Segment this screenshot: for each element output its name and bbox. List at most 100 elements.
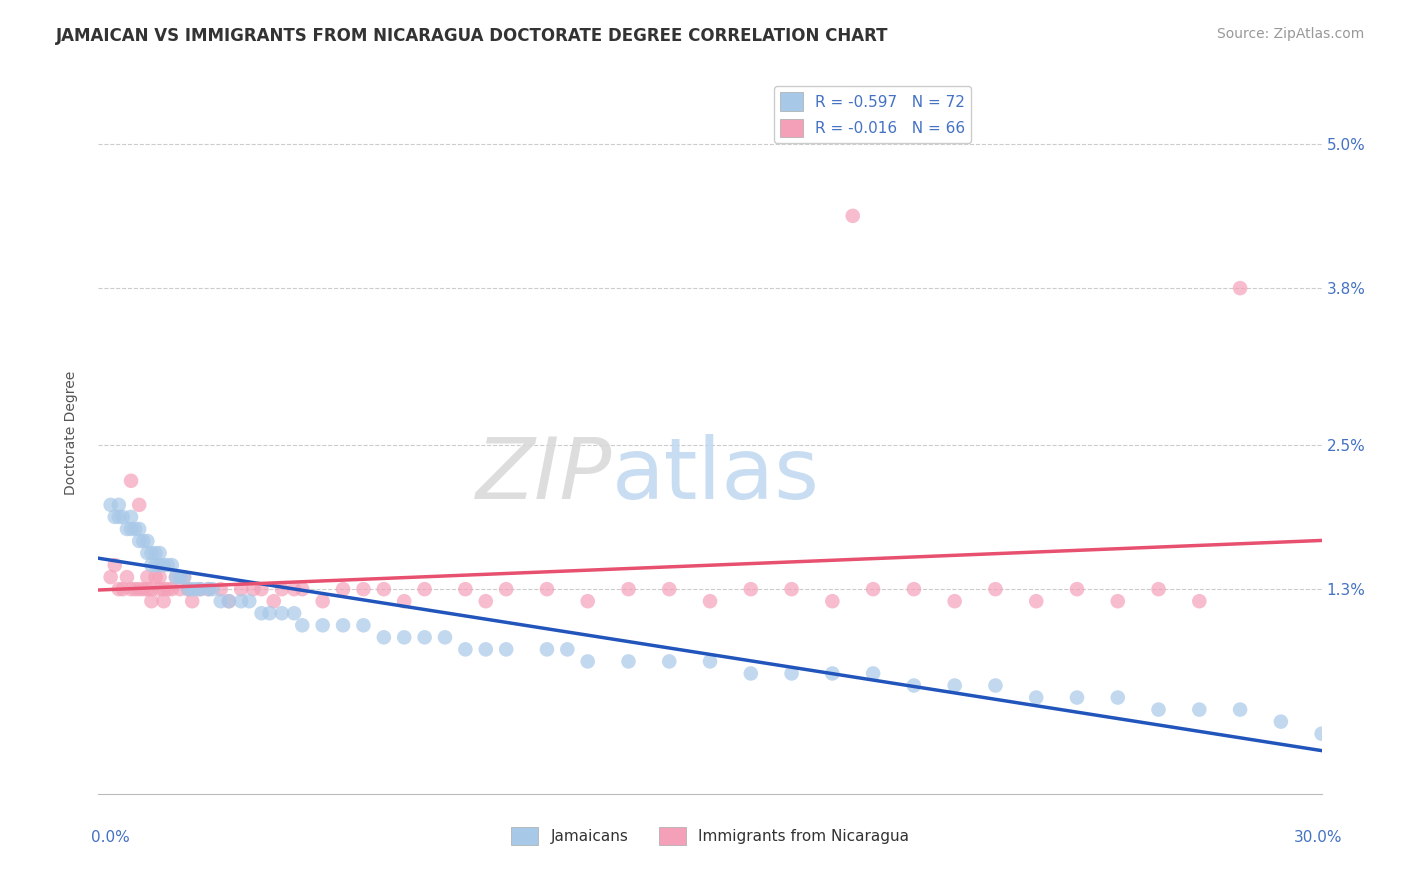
Point — [536, 642, 558, 657]
Point — [242, 582, 264, 596]
Point — [209, 594, 232, 608]
Point — [555, 642, 579, 657]
Text: Source: ZipAtlas.com: Source: ZipAtlas.com — [1216, 27, 1364, 41]
Point — [283, 607, 305, 621]
Point — [576, 594, 599, 608]
Point — [145, 546, 167, 560]
Point — [149, 546, 172, 560]
Point — [780, 666, 803, 681]
Point — [209, 582, 232, 596]
Point — [312, 594, 335, 608]
Point — [218, 594, 240, 608]
Point — [108, 498, 131, 512]
Point — [352, 618, 374, 632]
Point — [156, 558, 179, 573]
Point — [152, 558, 174, 573]
Point — [1188, 703, 1211, 717]
Point — [699, 655, 721, 669]
Y-axis label: Doctorate Degree: Doctorate Degree — [63, 370, 77, 495]
Point — [160, 582, 183, 596]
Point — [152, 594, 174, 608]
Point — [152, 582, 174, 596]
Point — [197, 582, 219, 596]
Point — [136, 582, 159, 596]
Point — [108, 510, 131, 524]
Point — [165, 570, 187, 584]
Point — [1107, 594, 1129, 608]
Point — [740, 582, 762, 596]
Point — [259, 607, 281, 621]
Point — [474, 642, 498, 657]
Point — [115, 522, 138, 536]
Point — [454, 582, 477, 596]
Point — [862, 582, 884, 596]
Point — [120, 522, 142, 536]
Point — [100, 498, 122, 512]
Point — [617, 655, 640, 669]
Text: atlas: atlas — [612, 434, 820, 517]
Point — [181, 594, 204, 608]
Point — [495, 642, 517, 657]
Point — [1066, 690, 1088, 705]
Text: 30.0%: 30.0% — [1295, 830, 1343, 845]
Point — [699, 594, 721, 608]
Point — [141, 582, 163, 596]
Point — [903, 678, 925, 692]
Point — [658, 582, 681, 596]
Point — [104, 510, 127, 524]
Text: JAMAICAN VS IMMIGRANTS FROM NICARAGUA DOCTORATE DEGREE CORRELATION CHART: JAMAICAN VS IMMIGRANTS FROM NICARAGUA DO… — [56, 27, 889, 45]
Point — [250, 607, 273, 621]
Point — [188, 582, 212, 596]
Point — [270, 582, 294, 596]
Point — [188, 582, 212, 596]
Point — [943, 594, 966, 608]
Text: 0.0%: 0.0% — [91, 830, 131, 845]
Point — [1270, 714, 1292, 729]
Point — [115, 570, 138, 584]
Point — [132, 533, 155, 548]
Point — [270, 607, 294, 621]
Point — [128, 582, 150, 596]
Point — [149, 582, 172, 596]
Point — [1147, 703, 1170, 717]
Point — [291, 582, 314, 596]
Point — [231, 582, 253, 596]
Point — [332, 618, 354, 632]
Point — [120, 474, 142, 488]
Point — [1229, 703, 1251, 717]
Point — [145, 558, 167, 573]
Text: ZIP: ZIP — [475, 434, 612, 517]
Point — [413, 630, 436, 644]
Point — [392, 594, 416, 608]
Point — [373, 630, 395, 644]
Point — [173, 570, 195, 584]
Point — [124, 582, 146, 596]
Point — [1107, 690, 1129, 705]
Point — [160, 558, 183, 573]
Point — [136, 546, 159, 560]
Point — [165, 570, 187, 584]
Point — [177, 582, 200, 596]
Point — [141, 594, 163, 608]
Point — [1066, 582, 1088, 596]
Point — [943, 678, 966, 692]
Point — [201, 582, 224, 596]
Point — [169, 582, 191, 596]
Point — [392, 630, 416, 644]
Point — [100, 570, 122, 584]
Point — [903, 582, 925, 596]
Point — [576, 655, 599, 669]
Point — [658, 655, 681, 669]
Point — [495, 582, 517, 596]
Point — [141, 558, 163, 573]
Point — [821, 594, 844, 608]
Point — [111, 582, 134, 596]
Point — [1025, 690, 1047, 705]
Point — [312, 618, 335, 632]
Point — [136, 533, 159, 548]
Point — [536, 582, 558, 596]
Point — [474, 594, 498, 608]
Point — [740, 666, 762, 681]
Point — [173, 570, 195, 584]
Point — [120, 582, 142, 596]
